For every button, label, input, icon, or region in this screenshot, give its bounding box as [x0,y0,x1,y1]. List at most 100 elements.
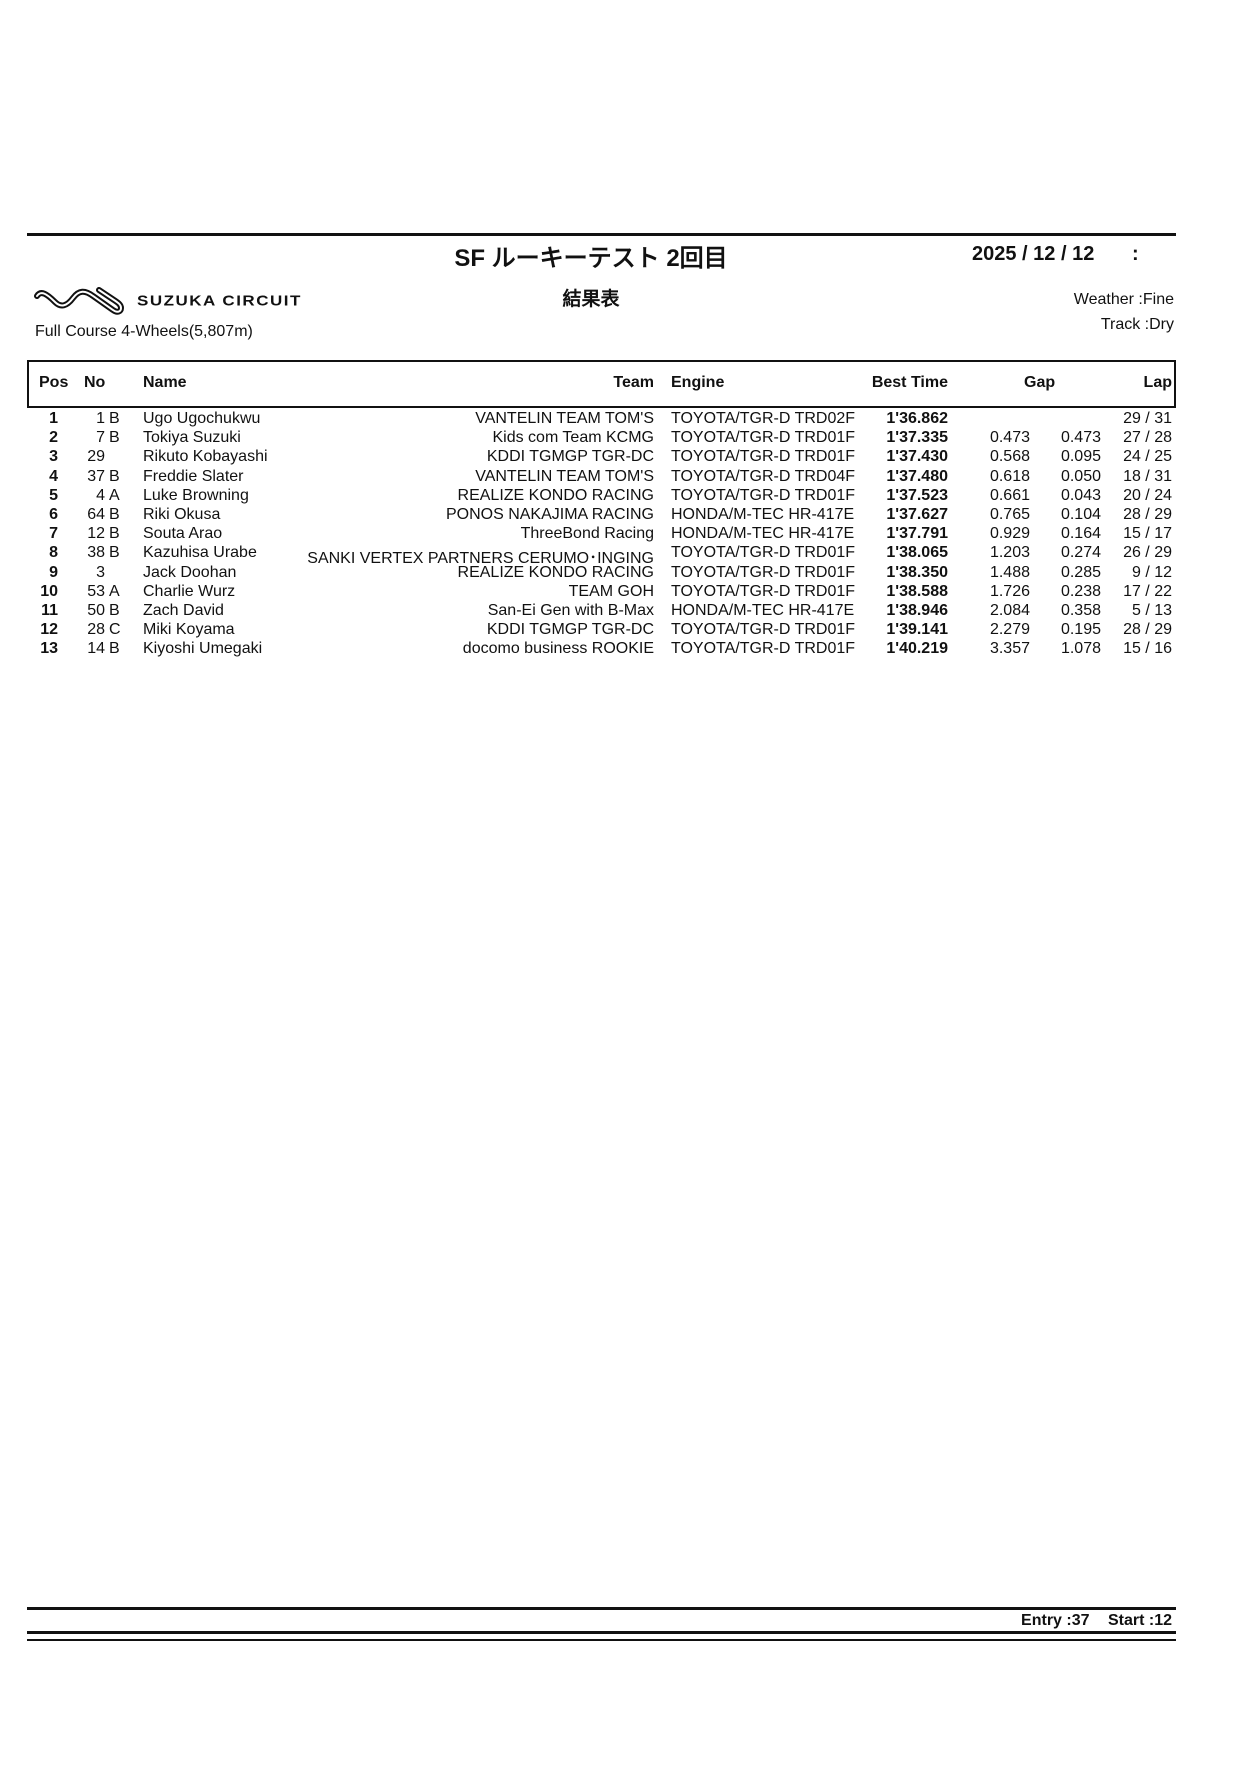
best-time: 1'37.627 [886,506,948,523]
footer-counts: Entry :37 Start :12 [1021,1612,1172,1630]
gap-to-leader: 0.765 [989,506,1030,523]
car-number: 14 [87,640,105,658]
weather: Weather :Fine [1073,291,1174,308]
car-number: 3 [96,563,105,581]
page-subtitle: 結果表 [562,289,620,310]
car-number: 1 [96,410,105,427]
class-cell: B [109,467,120,485]
col-no: No [84,374,106,391]
track-condition: Track :Dry [1100,316,1174,333]
class-cell: C [109,621,121,639]
pos-cell: 11 [41,602,58,619]
best-time: 1'36.862 [886,410,948,427]
team-name: TEAM GOH [568,582,654,600]
gap-to-previous: 0.285 [1060,563,1101,581]
team-name: SANKI VERTEX PARTNERS CERUMO･INGING [307,550,654,568]
gap-to-leader: 0.473 [989,429,1030,447]
car-number: 64 [87,506,105,523]
pos-cell: 12 [40,621,58,639]
team-name: PONOS NAKAJIMA RACING [445,506,654,523]
team-name: VANTELIN TEAM TOM'S [475,467,654,485]
driver-name: Kazuhisa Urabe [143,544,257,562]
lap-count: 28 / 29 [1123,621,1172,639]
table-row: 13 14 B Kiyoshi Umegaki docomo business ROOK… [0,640,1250,659]
gap-to-previous: 0.358 [1060,602,1101,619]
team-name: REALIZE KONDO RACING [457,486,654,504]
driver-name: Riki Okusa [143,506,221,523]
car-number: 37 [87,467,105,485]
car-number: 29 [87,448,105,466]
lap-count: 29 / 31 [1123,410,1172,427]
time: : [1132,243,1139,265]
date: 2025 / 12 / 12 [972,243,1095,265]
top-rule [27,233,1176,236]
col-name: Name [143,374,187,391]
table-row: 4 37 B Freddie Slater VANTELIN TEAM TOM'S TOY… [0,468,1250,487]
pos-cell: 13 [40,640,58,658]
pos-cell: 4 [49,467,58,485]
gap-to-leader: 2.279 [989,621,1030,639]
gap-to-previous: 1.078 [1060,640,1101,658]
driver-name: Ugo Ugochukwu [143,410,261,427]
gap-to-previous: 0.238 [1060,582,1101,600]
table-row: 11 50 B Zach David San-Ei Gen with B-Max HOND… [0,602,1250,621]
driver-name: Freddie Slater [143,467,244,485]
pos-cell: 5 [49,486,58,504]
team-name: ThreeBond Racing [520,525,654,543]
gap-to-leader: 1.203 [989,544,1030,562]
col-gap: Gap [1024,374,1056,391]
car-number: 50 [87,602,105,619]
best-time: 1'37.480 [886,467,948,485]
gap-to-leader: 0.929 [989,525,1030,543]
course-name: Full Course 4-Wheels(5,807m) [35,323,253,340]
lap-count: 20 / 24 [1123,486,1172,504]
engine-name: TOYOTA/TGR-D TRD01F [671,544,856,562]
gap-to-leader: 0.661 [989,486,1030,504]
table-row: 9 3 Jack Doohan REALIZE KONDO RACING TOYOTA/… [0,564,1250,583]
lap-count: 9 / 12 [1131,563,1172,581]
team-name: Kids com Team KCMG [492,429,654,447]
driver-name: Charlie Wurz [143,582,236,600]
lap-count: 27 / 28 [1123,429,1172,447]
lap-count: 15 / 17 [1123,525,1172,543]
pos-cell: 10 [40,582,58,600]
team-name: REALIZE KONDO RACING [457,563,654,581]
lap-count: 28 / 29 [1123,506,1172,523]
engine-name: TOYOTA/TGR-D TRD01F [671,563,856,581]
pos-cell: 7 [49,525,58,543]
car-number: 53 [87,582,105,600]
lap-count: 24 / 25 [1123,448,1172,466]
best-time: 1'38.588 [886,582,948,600]
best-time: 1'37.430 [886,448,948,466]
table-row: 7 12 B Souta Arao ThreeBond Racing HONDA/M-TE… [0,525,1250,544]
engine-name: TOYOTA/TGR-D TRD01F [671,640,856,658]
class-cell: A [109,486,120,504]
engine-name: TOYOTA/TGR-D TRD01F [671,429,856,447]
start-count: Start :12 [1107,1612,1172,1629]
gap-to-previous: 0.164 [1060,525,1101,543]
page-title: SF ルーキーテスト 2回目 [454,245,728,272]
col-pos: Pos [39,374,69,391]
class-cell: B [109,506,120,523]
lap-count: 18 / 31 [1123,467,1172,485]
pos-cell: 1 [49,410,58,427]
table-row: 10 53 A Charlie Wurz TEAM GOH TOYOTA/TGR-D TR… [0,583,1250,602]
pos-cell: 6 [49,506,58,523]
car-number: 28 [87,621,105,639]
pos-cell: 3 [49,448,58,466]
team-name: KDDI TGMGP TGR-DC [486,448,654,466]
engine-name: TOYOTA/TGR-D TRD01F [671,486,856,504]
best-time: 1'39.141 [886,621,948,639]
gap-to-leader: 3.357 [989,640,1030,658]
gap-to-previous: 0.095 [1060,448,1101,466]
team-name: VANTELIN TEAM TOM'S [475,410,654,427]
lap-count: 17 / 22 [1123,582,1172,600]
car-number: 4 [96,486,105,504]
car-number: 7 [96,429,105,447]
team-name: San-Ei Gen with B-Max [487,602,654,619]
table-row: 8 38 B Kazuhisa Urabe SANKI VERTEX PARTNERS … [0,544,1250,567]
table-row: 12 28 C Miki Koyama KDDI TGMGP TGR-DC TOYOTA/… [0,621,1250,640]
team-name: docomo business ROOKIE [462,640,654,658]
engine-name: HONDA/M-TEC HR-417E [671,506,855,523]
gap-to-leader: 2.084 [989,602,1030,619]
